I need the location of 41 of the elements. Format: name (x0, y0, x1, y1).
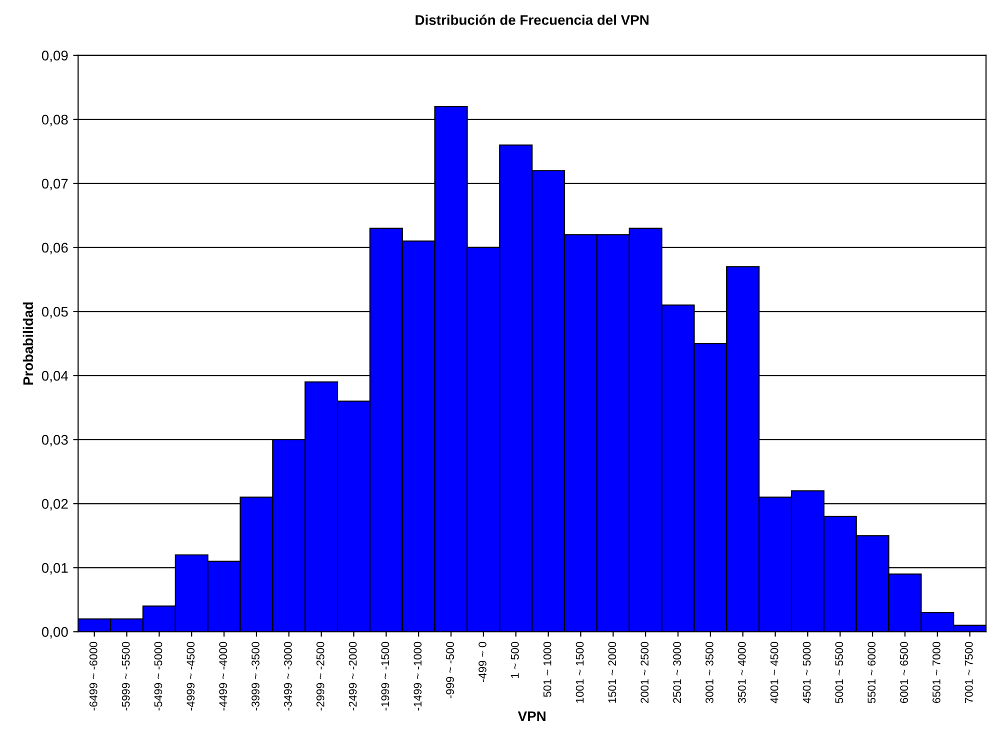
y-tick-label: 0,07 (42, 178, 68, 190)
x-tick-label: -999 ~ -500 (446, 642, 454, 698)
y-tick-label: 0,08 (42, 114, 68, 126)
x-tick-label: 3001 ~ 3500 (706, 642, 714, 704)
x-tick-label: -3499 ~ -3000 (284, 642, 292, 710)
y-tick-label: 0,06 (42, 242, 68, 254)
y-tick-label: 0,00 (42, 627, 68, 639)
x-tick-label: 6501 ~ 7000 (932, 642, 940, 703)
x-tick-label: 2001 ~ 2500 (640, 642, 649, 703)
y-tick-label: 0,05 (42, 306, 68, 318)
x-tick-label: -4499 ~ -4000 (219, 642, 228, 710)
x-tick-label: -6499 ~ -6000 (89, 642, 98, 710)
x-tick-label: 5001 ~ 5500 (835, 642, 844, 704)
x-tick-label: 7001 ~ 7500 (964, 642, 973, 703)
y-tick-label: 0,03 (42, 434, 68, 446)
chart-title: Distribución de Frecuencia del VPN (416, 14, 648, 25)
y-tick-label: 0,09 (42, 50, 68, 62)
x-tick-label: -3999 ~ -3500 (252, 642, 260, 710)
y-tick-label: 0,02 (42, 498, 68, 510)
x-tick-label: -2499 ~ -2000 (348, 642, 357, 710)
x-tick-label: 6001 ~ 6500 (900, 642, 908, 703)
x-tick-label: -4999 ~ -4500 (186, 642, 195, 710)
x-tick-label: 1501 ~ 2000 (608, 642, 616, 703)
y-tick-label: 0,04 (42, 370, 68, 382)
x-tick-label: 1001 ~ 1500 (576, 642, 584, 703)
x-tick-label: -5499 ~ -5000 (154, 642, 162, 710)
x-tick-label: 501 ~ 1000 (543, 642, 552, 697)
x-tick-label: 4501 ~ 5000 (802, 642, 811, 704)
x-tick-label: 2501 ~ 3000 (673, 642, 681, 703)
x-tick-label: 1 ~ 500 (510, 642, 519, 678)
x-tick-label: -1999 ~ -1500 (381, 642, 390, 710)
x-tick-label: 3501 ~ 4000 (738, 642, 746, 704)
x-tick-label: 4001 ~ 4500 (770, 642, 778, 704)
x-tick-label: -1499 ~ -1000 (414, 642, 422, 710)
y-axis-title: Probabilidad (22, 302, 34, 385)
x-tick-label: -5999 ~ -5500 (122, 642, 130, 710)
y-tick-label: 0,01 (42, 563, 68, 574)
x-tick-label: -499 ~ 0 (478, 642, 486, 682)
x-tick-label: -2999 ~ -2500 (316, 642, 324, 710)
x-tick-label: 5501 ~ 6000 (868, 642, 876, 704)
x-axis-title: VPN (518, 711, 546, 722)
